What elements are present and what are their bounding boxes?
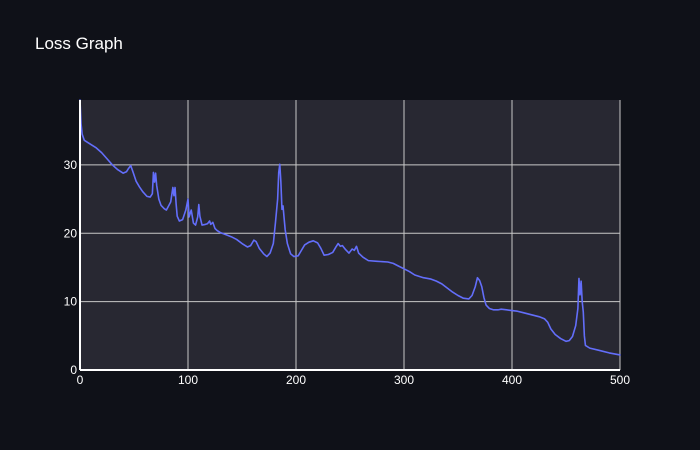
x-tick-label: 300	[394, 373, 414, 387]
tick-labels: 0 100 200 300 400 500 0 10 20 30	[64, 158, 631, 387]
x-tick-label: 500	[610, 373, 630, 387]
axes	[79, 100, 620, 371]
series-line-1	[79, 99, 621, 356]
y-tick-label: 10	[64, 295, 78, 309]
chart-title: Loss Graph	[35, 34, 123, 53]
x-tick-label: 200	[286, 373, 306, 387]
series-layer	[79, 99, 621, 356]
x-tick-label: 100	[178, 373, 198, 387]
gridlines	[80, 100, 621, 370]
x-tick-label: 0	[77, 373, 84, 387]
x-tick-label: 400	[502, 373, 522, 387]
y-tick-label: 20	[64, 226, 78, 240]
y-tick-label: 30	[64, 158, 78, 172]
y-tick-label: 0	[70, 363, 77, 377]
plot-area	[80, 100, 620, 370]
